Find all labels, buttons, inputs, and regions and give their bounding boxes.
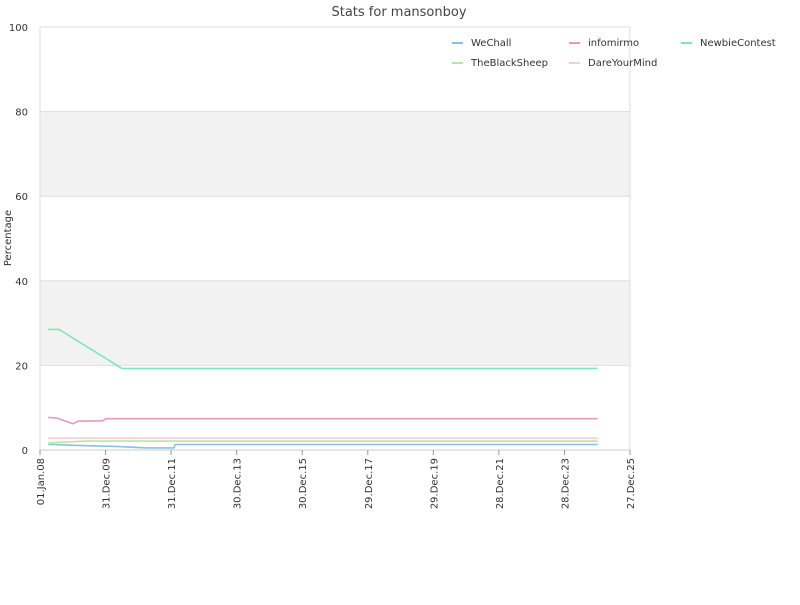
legend: WeChall infomirmo NewbieContest TheBlackShe… <box>452 38 776 69</box>
x-tick-label: 29.Dec.17 <box>364 458 375 509</box>
legend-label: NewbieContest <box>700 38 776 49</box>
y-tick-label: 100 <box>9 23 28 34</box>
x-tick-label: 31.Dec.09 <box>102 458 113 509</box>
background-bands <box>40 111 630 366</box>
series-line-theblacksheep <box>48 440 598 444</box>
y-axis-ticks: 0 20 40 60 80 100 <box>9 23 28 457</box>
x-tick-label: 31.Dec.11 <box>167 458 178 509</box>
y-tick-label: 0 <box>22 446 28 457</box>
x-tick-label: 28.Dec.21 <box>495 458 506 509</box>
x-tick-label: 29.Dec.19 <box>429 458 440 509</box>
legend-label: TheBlackSheep <box>470 58 548 69</box>
y-axis-label: Percentage <box>3 210 14 266</box>
x-axis-ticks: 01.Jan.08 31.Dec.09 31.Dec.11 30.Dec.13 30.D… <box>36 450 637 509</box>
x-tick-label: 30.Dec.15 <box>298 458 309 509</box>
grid-lines <box>39 26 631 451</box>
grid-band <box>40 111 630 197</box>
series-line-infomirmo <box>48 416 598 425</box>
x-tick-label: 30.Dec.13 <box>233 458 244 509</box>
legend-label: DareYourMind <box>588 58 657 69</box>
x-tick-label: 27.Dec.25 <box>626 458 637 509</box>
y-tick-label: 20 <box>15 361 28 372</box>
grid-band <box>40 280 630 366</box>
y-tick-label: 60 <box>15 192 28 203</box>
series-line-wechall <box>48 443 598 449</box>
series-lines <box>48 328 598 449</box>
y-tick-label: 80 <box>15 108 28 119</box>
x-tick-label: 28.Dec.23 <box>560 458 571 509</box>
legend-label: WeChall <box>471 38 511 49</box>
legend-label: infomirmo <box>588 38 639 49</box>
series-line-newbiecontest <box>48 328 598 370</box>
chart-title: Stats for mansonboy <box>331 5 466 20</box>
x-tick-label: 01.Jan.08 <box>36 458 47 505</box>
y-tick-label: 40 <box>15 277 28 288</box>
